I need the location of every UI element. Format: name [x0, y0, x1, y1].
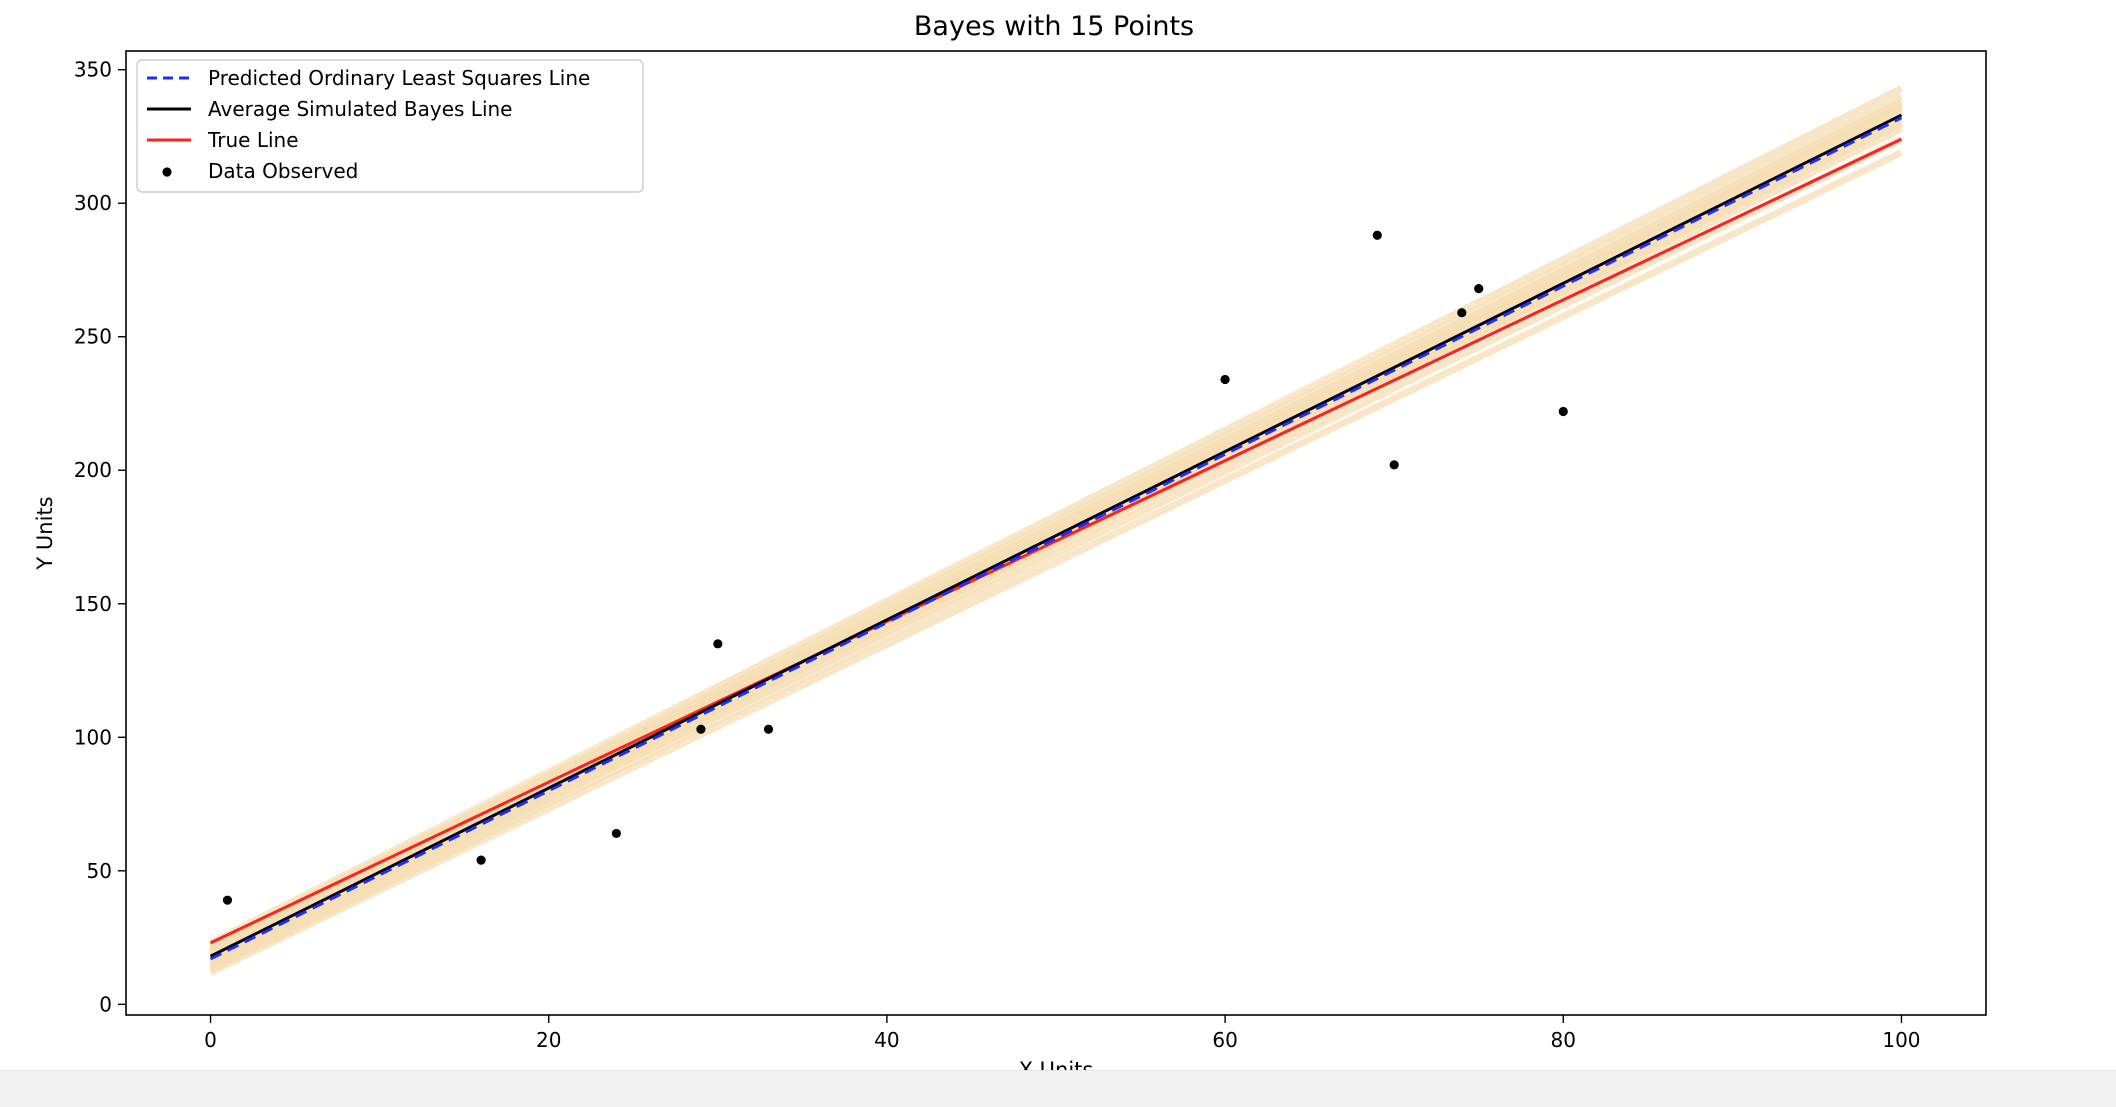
y-tick-label: 300: [74, 191, 112, 215]
data-point-10: [1457, 308, 1467, 318]
ols-line: [209, 116, 1903, 961]
simulated-bayes-line-12: [208, 85, 1904, 947]
y-tick-label: 0: [99, 992, 112, 1016]
legend-marker: [162, 167, 172, 177]
legend-box: [136, 59, 644, 193]
data-point-2: [476, 855, 486, 865]
legend-data-observed: Data Observed: [162, 159, 358, 183]
scatter-points: [222, 230, 1568, 905]
simulated-bayes-line-2: [209, 135, 1903, 973]
x-tick-label: 60: [1212, 1028, 1237, 1052]
y-tick-label: 100: [74, 725, 112, 749]
data-point-5: [713, 639, 723, 649]
data-point-9: [1389, 460, 1399, 470]
legend-bayes-average: Average Simulated Bayes Line: [147, 97, 512, 121]
simulated-bayes-line-1: [209, 149, 1903, 976]
chart-title: Bayes with 15 Points: [914, 11, 1194, 42]
y-tick-label: 150: [74, 592, 112, 616]
data-point-1: [222, 895, 233, 905]
x-tick-label: 20: [536, 1028, 561, 1052]
x-tick-label: 0: [204, 1028, 217, 1052]
legend-label: Data Observed: [208, 159, 358, 183]
data-point-4: [696, 724, 706, 734]
x-axis-ticks: 0 20 40 60 80 100: [204, 1015, 1921, 1052]
axes-frame: [125, 50, 1987, 1016]
legend-true-line: True Line: [147, 128, 299, 152]
legend-label: True Line: [207, 128, 299, 152]
true-line: [209, 137, 1903, 945]
y-tick-label: 250: [74, 325, 112, 349]
y-axis-ticks: 0 50 100 150 200 250 300 350: [74, 58, 126, 1016]
series-lines: [209, 113, 1903, 961]
legend: Predicted Ordinary Least Squares Line Ave…: [136, 59, 644, 193]
data-point-12: [1558, 406, 1568, 417]
y-tick-label: 350: [74, 58, 112, 82]
x-tick-label: 40: [874, 1028, 899, 1052]
x-tick-label: 100: [1882, 1028, 1920, 1052]
x-tick-label: 80: [1551, 1028, 1576, 1052]
y-axis-label: Y Units: [33, 496, 57, 570]
bottom-scroll-strip: [0, 1070, 2116, 1107]
legend-ols: Predicted Ordinary Least Squares Line: [147, 66, 590, 90]
data-point-8: [1372, 230, 1382, 240]
legend-label: Predicted Ordinary Least Squares Line: [208, 66, 590, 90]
data-point-6: [763, 724, 774, 734]
y-tick-label: 50: [87, 859, 112, 883]
y-tick-label: 200: [74, 458, 112, 482]
legend-label: Average Simulated Bayes Line: [208, 97, 512, 121]
bayes-average-line: [209, 113, 1903, 958]
data-point-3: [611, 828, 621, 839]
data-point-11: [1474, 284, 1484, 294]
data-point-7: [1220, 374, 1230, 385]
plot-area: [208, 85, 1904, 976]
